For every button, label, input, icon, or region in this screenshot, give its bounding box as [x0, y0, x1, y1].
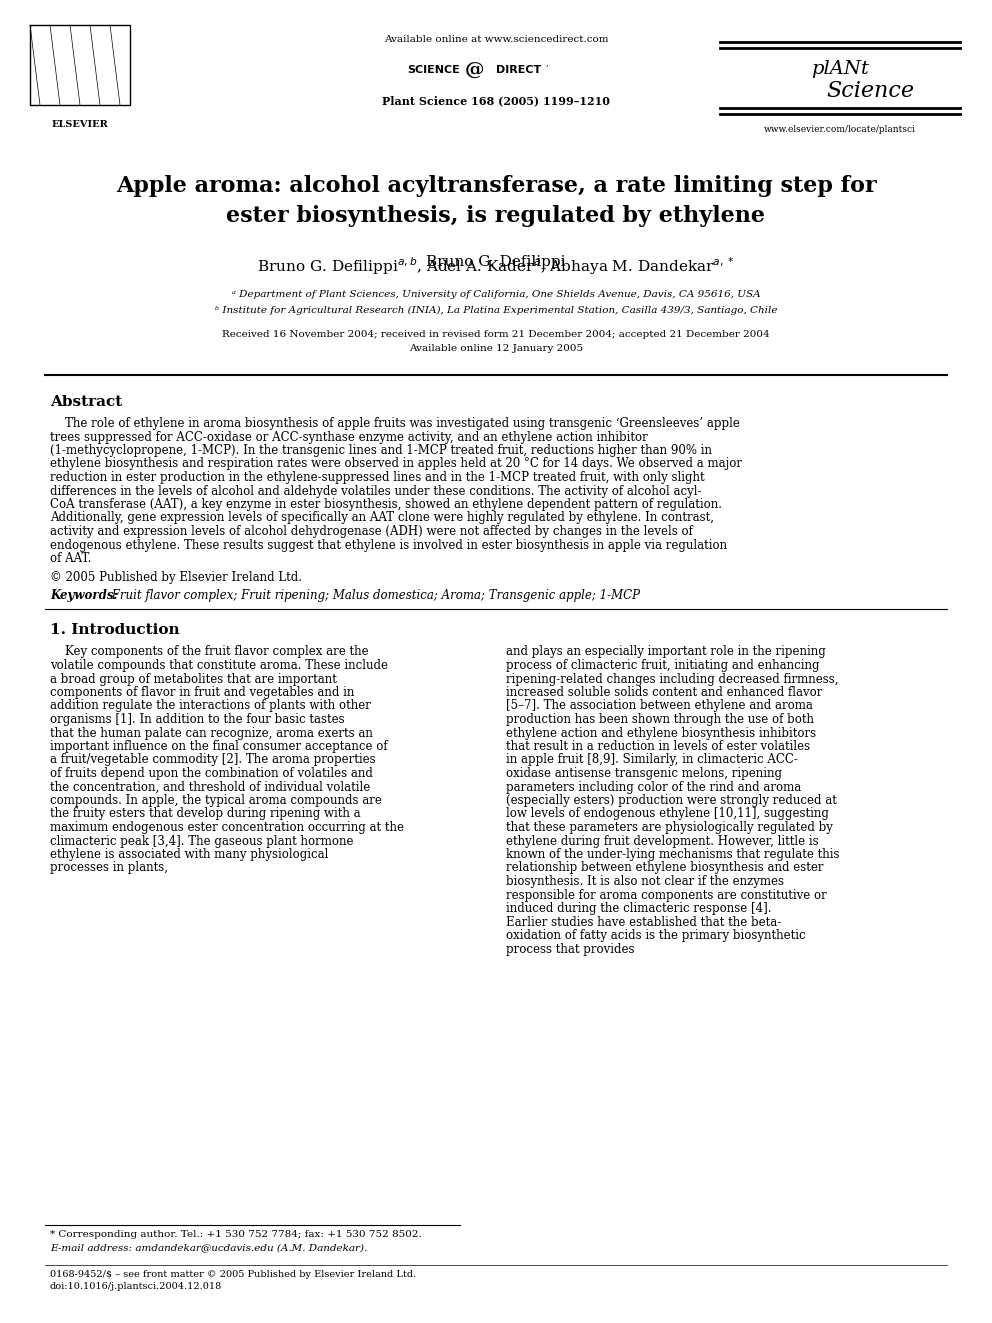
Text: responsible for aroma components are constitutive or: responsible for aroma components are con… — [506, 889, 826, 901]
Text: the fruity esters that develop during ripening with a: the fruity esters that develop during ri… — [50, 807, 361, 820]
Text: ᵇ Institute for Agricultural Research (INIA), La Platina Experimental Station, C: ᵇ Institute for Agricultural Research (I… — [214, 306, 778, 315]
Text: a fruit/vegetable commodity [2]. The aroma properties: a fruit/vegetable commodity [2]. The aro… — [50, 754, 376, 766]
Text: Additionally, gene expression levels of specifically an AAT clone were highly re: Additionally, gene expression levels of … — [50, 512, 714, 524]
Text: that result in a reduction in levels of ester volatiles: that result in a reduction in levels of … — [506, 740, 810, 753]
Text: climacteric peak [3,4]. The gaseous plant hormone: climacteric peak [3,4]. The gaseous plan… — [50, 835, 353, 848]
Text: components of flavor in fruit and vegetables and in: components of flavor in fruit and vegeta… — [50, 687, 354, 699]
Text: Bruno G. Defilippi: Bruno G. Defilippi — [427, 255, 565, 269]
Text: compounds. In apple, the typical aroma compounds are: compounds. In apple, the typical aroma c… — [50, 794, 382, 807]
Text: in apple fruit [8,9]. Similarly, in climacteric ACC-: in apple fruit [8,9]. Similarly, in clim… — [506, 754, 798, 766]
Text: that the human palate can recognize, aroma exerts an: that the human palate can recognize, aro… — [50, 726, 373, 740]
Bar — [30, 25, 130, 105]
Text: maximum endogenous ester concentration occurring at the: maximum endogenous ester concentration o… — [50, 822, 404, 833]
Text: and plays an especially important role in the ripening: and plays an especially important role i… — [506, 646, 825, 659]
Text: biosynthesis. It is also not clear if the enzymes: biosynthesis. It is also not clear if th… — [506, 875, 784, 888]
Text: E-mail address: amdandekar@ucdavis.edu (A.M. Dandekar).: E-mail address: amdandekar@ucdavis.edu (… — [50, 1244, 367, 1252]
Text: important influence on the final consumer acceptance of: important influence on the final consume… — [50, 740, 388, 753]
Text: ethylene is associated with many physiological: ethylene is associated with many physiol… — [50, 848, 328, 861]
Text: reduction in ester production in the ethylene-suppressed lines and in the 1-MCP : reduction in ester production in the eth… — [50, 471, 704, 484]
Text: @: @ — [465, 62, 485, 79]
Text: relationship between ethylene biosynthesis and ester: relationship between ethylene biosynthes… — [506, 861, 823, 875]
Text: parameters including color of the rind and aroma: parameters including color of the rind a… — [506, 781, 802, 794]
Text: process of climacteric fruit, initiating and enhancing: process of climacteric fruit, initiating… — [506, 659, 819, 672]
Text: Keywords:: Keywords: — [50, 589, 118, 602]
Text: Abstract: Abstract — [50, 396, 122, 409]
Text: oxidase antisense transgenic melons, ripening: oxidase antisense transgenic melons, rip… — [506, 767, 782, 781]
Text: production has been shown through the use of both: production has been shown through the us… — [506, 713, 814, 726]
Text: low levels of endogenous ethylene [10,11], suggesting: low levels of endogenous ethylene [10,11… — [506, 807, 829, 820]
Text: ᵃ Department of Plant Sciences, University of California, One Shields Avenue, Da: ᵃ Department of Plant Sciences, Universi… — [232, 290, 760, 299]
Text: addition regulate the interactions of plants with other: addition regulate the interactions of pl… — [50, 700, 371, 713]
Text: Available online 12 January 2005: Available online 12 January 2005 — [409, 344, 583, 353]
Text: increased soluble solids content and enhanced flavor: increased soluble solids content and enh… — [506, 687, 822, 699]
Text: of AAT.: of AAT. — [50, 552, 91, 565]
Text: Apple aroma: alcohol acyltransferase, a rate limiting step for: Apple aroma: alcohol acyltransferase, a … — [116, 175, 876, 197]
Text: DIRECT: DIRECT — [496, 65, 542, 75]
Text: ’: ’ — [545, 65, 548, 74]
Text: that these parameters are physiologically regulated by: that these parameters are physiologicall… — [506, 822, 833, 833]
Text: Key components of the fruit flavor complex are the: Key components of the fruit flavor compl… — [50, 646, 369, 659]
Text: CoA transferase (AAT), a key enzyme in ester biosynthesis, showed an ethylene de: CoA transferase (AAT), a key enzyme in e… — [50, 497, 722, 511]
Text: 0168-9452/$ – see front matter © 2005 Published by Elsevier Ireland Ltd.: 0168-9452/$ – see front matter © 2005 Pu… — [50, 1270, 417, 1279]
Text: ethylene action and ethylene biosynthesis inhibitors: ethylene action and ethylene biosynthesi… — [506, 726, 816, 740]
Text: activity and expression levels of alcohol dehydrogenase (ADH) were not affected : activity and expression levels of alcoho… — [50, 525, 692, 538]
Text: Plant Science 168 (2005) 1199–1210: Plant Science 168 (2005) 1199–1210 — [382, 95, 610, 106]
Text: ethylene during fruit development. However, little is: ethylene during fruit development. Howev… — [506, 835, 818, 848]
Text: a broad group of metabolites that are important: a broad group of metabolites that are im… — [50, 672, 337, 685]
Text: differences in the levels of alcohol and aldehyde volatiles under these conditio: differences in the levels of alcohol and… — [50, 484, 701, 497]
Text: known of the under-lying mechanisms that regulate this: known of the under-lying mechanisms that… — [506, 848, 839, 861]
Text: induced during the climacteric response [4].: induced during the climacteric response … — [506, 902, 772, 916]
Text: The role of ethylene in aroma biosynthesis of apple fruits was investigated usin: The role of ethylene in aroma biosynthes… — [50, 417, 740, 430]
Text: process that provides: process that provides — [506, 942, 635, 955]
Text: volatile compounds that constitute aroma. These include: volatile compounds that constitute aroma… — [50, 659, 388, 672]
Text: ester biosynthesis, is regulated by ethylene: ester biosynthesis, is regulated by ethy… — [226, 205, 766, 228]
Text: (1-methycyclopropene, 1-MCP). In the transgenic lines and 1-MCP treated fruit, r: (1-methycyclopropene, 1-MCP). In the tra… — [50, 445, 712, 456]
Text: Science: Science — [826, 79, 914, 102]
Text: 1. Introduction: 1. Introduction — [50, 623, 180, 638]
Text: endogenous ethylene. These results suggest that ethylene is involved in ester bi: endogenous ethylene. These results sugge… — [50, 538, 727, 552]
Text: trees suppressed for ACC-oxidase or ACC-synthase enzyme activity, and an ethylen: trees suppressed for ACC-oxidase or ACC-… — [50, 430, 648, 443]
Text: ethylene biosynthesis and respiration rates were observed in apples held at 20 °: ethylene biosynthesis and respiration ra… — [50, 458, 742, 471]
Text: © 2005 Published by Elsevier Ireland Ltd.: © 2005 Published by Elsevier Ireland Ltd… — [50, 570, 302, 583]
Text: of fruits depend upon the combination of volatiles and: of fruits depend upon the combination of… — [50, 767, 373, 781]
Text: oxidation of fatty acids is the primary biosynthetic: oxidation of fatty acids is the primary … — [506, 929, 806, 942]
Text: plANt: plANt — [811, 60, 869, 78]
Text: the concentration, and threshold of individual volatile: the concentration, and threshold of indi… — [50, 781, 370, 794]
Text: Fruit flavor complex; Fruit ripening; Malus domestica; Aroma; Transgenic apple; : Fruit flavor complex; Fruit ripening; Ma… — [108, 589, 640, 602]
Text: * Corresponding author. Tel.: +1 530 752 7784; fax: +1 530 752 8502.: * Corresponding author. Tel.: +1 530 752… — [50, 1230, 422, 1240]
Text: SCIENCE: SCIENCE — [408, 65, 460, 75]
Text: processes in plants,: processes in plants, — [50, 861, 168, 875]
Text: (especially esters) production were strongly reduced at: (especially esters) production were stro… — [506, 794, 837, 807]
Text: doi:10.1016/j.plantsci.2004.12.018: doi:10.1016/j.plantsci.2004.12.018 — [50, 1282, 222, 1291]
Text: Earlier studies have established that the beta-: Earlier studies have established that th… — [506, 916, 782, 929]
Text: ripening-related changes including decreased firmness,: ripening-related changes including decre… — [506, 672, 838, 685]
Text: www.elsevier.com/locate/plantsci: www.elsevier.com/locate/plantsci — [764, 124, 916, 134]
Text: [5–7]. The association between ethylene and aroma: [5–7]. The association between ethylene … — [506, 700, 812, 713]
Text: ELSEVIER: ELSEVIER — [52, 120, 108, 130]
Text: organisms [1]. In addition to the four basic tastes: organisms [1]. In addition to the four b… — [50, 713, 344, 726]
Text: Available online at www.sciencedirect.com: Available online at www.sciencedirect.co… — [384, 34, 608, 44]
Text: Bruno G. Defilippi$^{a,b}$, Adel A. Kader$^{a}$, Abhaya M. Dandekar$^{a,*}$: Bruno G. Defilippi$^{a,b}$, Adel A. Kade… — [258, 255, 734, 277]
Text: Received 16 November 2004; received in revised form 21 December 2004; accepted 2: Received 16 November 2004; received in r… — [222, 329, 770, 339]
